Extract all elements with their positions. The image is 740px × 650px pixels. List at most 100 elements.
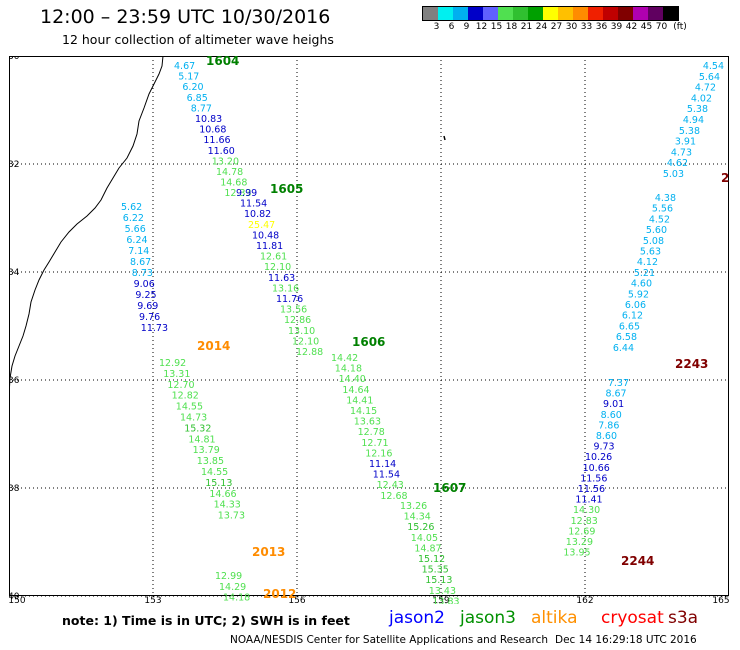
wave-height-value: 8.60 <box>601 410 622 421</box>
wave-height-value: 14.05 <box>411 533 438 544</box>
wave-height-value: 25.47 <box>248 220 275 231</box>
wave-height-value: 8.73 <box>132 268 153 279</box>
wave-height-value: 13.79 <box>193 445 220 456</box>
color-scale-label: 3 <box>433 22 440 32</box>
wave-height-value: 5.38 <box>687 104 708 115</box>
coastline <box>9 56 164 416</box>
wave-height-value: 6.06 <box>625 300 646 311</box>
pass-time-label: 1606 <box>352 335 385 349</box>
color-swatch <box>468 7 483 20</box>
color-scale-label: (ft) <box>673 22 687 32</box>
wave-height-value: 4.72 <box>695 83 716 94</box>
wave-height-value: 13.63 <box>354 417 381 428</box>
pass-time-label: 2243 <box>675 357 708 371</box>
wave-height-value: 9.99 <box>236 188 257 199</box>
color-swatch <box>513 7 528 20</box>
pass-1604: 4.675.176.206.858.7710.8310.6811.6611.60… <box>174 56 252 199</box>
lon-tick-label: 165 <box>712 596 729 604</box>
color-scale-label: 9 <box>463 22 470 32</box>
wave-height-value: 9.73 <box>593 442 614 453</box>
wave-height-value: 14.30 <box>573 505 600 516</box>
wave-height-value: 14.64 <box>342 385 369 396</box>
wave-height-value: 13.73 <box>218 511 245 522</box>
wave-height-value: 3.91 <box>675 137 696 148</box>
lat-tick-label: 40 <box>9 592 20 602</box>
wave-height-value: 10.66 <box>583 463 610 474</box>
lon-tick-label: 162 <box>576 596 593 604</box>
color-swatch <box>558 7 573 20</box>
wave-height-value: 14.87 <box>414 543 441 554</box>
wave-height-value: 11.73 <box>141 323 168 334</box>
wave-height-value: 14.42 <box>331 353 358 364</box>
wave-height-value: 15.35 <box>422 565 449 576</box>
color-scale-label: 24 <box>535 22 548 32</box>
wave-height-value: 7.86 <box>598 420 619 431</box>
wave-height-value: 14.81 <box>188 434 215 445</box>
wave-height-value: 11.81 <box>256 241 283 252</box>
wave-height-value: 14.68 <box>220 178 247 189</box>
wave-height-value: 12.10 <box>292 336 319 347</box>
wave-height-value: 12.61 <box>260 252 287 263</box>
pass-2013: 12.9213.3112.7012.8214.5514.7315.3214.81… <box>159 358 285 559</box>
lon-tick-label: 153 <box>144 596 161 604</box>
wave-height-value: 4.12 <box>637 257 658 268</box>
color-swatch <box>438 7 453 20</box>
lat-tick-label: 30 <box>9 56 20 62</box>
wave-height-value: 12.88 <box>296 347 323 358</box>
wave-height-value: 13.31 <box>163 369 190 380</box>
wave-height-value: 7.37 <box>608 378 629 389</box>
color-scale-label: 27 <box>550 22 563 32</box>
wave-height-value: 12.69 <box>568 526 595 537</box>
wave-height-value: 12.82 <box>172 391 199 402</box>
wave-height-value: 5.63 <box>640 247 661 258</box>
wave-height-value: 11.76 <box>276 294 303 305</box>
color-scale-label: 15 <box>490 22 503 32</box>
wave-height-value: 12.78 <box>358 427 385 438</box>
color-swatch <box>648 7 663 20</box>
wave-height-value: 14.18 <box>223 593 250 604</box>
wave-height-value: 5.38 <box>679 126 700 137</box>
wave-height-value: 5.17 <box>178 72 199 83</box>
wave-height-value: 12.33 <box>224 188 251 199</box>
wave-height-value: 11.54 <box>240 199 267 210</box>
color-swatch <box>543 7 558 20</box>
wave-height-value: 5.03 <box>663 169 684 180</box>
pass-time-label: 2244 <box>621 554 654 568</box>
wave-height-value: 13.29 <box>566 537 593 548</box>
pass-22: 4.545.644.724.025.384.945.383.914.734.62… <box>663 61 729 185</box>
map-grid <box>9 56 729 597</box>
wave-height-value: 13.95 <box>563 548 590 559</box>
wave-height-value: 5.60 <box>646 225 667 236</box>
wave-height-value: 11.63 <box>268 273 295 284</box>
wave-height-value: 5.64 <box>699 72 720 83</box>
wave-height-value: 14.33 <box>214 500 241 511</box>
wave-height-value: 10.68 <box>199 125 226 136</box>
wave-height-value: 8.67 <box>130 257 151 268</box>
wave-height-value: 12.68 <box>380 491 407 502</box>
color-swatch <box>633 7 648 20</box>
wave-height-value: 4.38 <box>655 193 676 204</box>
color-swatch <box>528 7 543 20</box>
pass-2243: 4.385.564.525.605.085.634.125.214.605.92… <box>613 193 709 371</box>
page-title: 12:00 – 23:59 UTC 10/30/2016 <box>40 6 331 28</box>
credit-text: NOAA/NESDIS Center for Satellite Applica… <box>230 634 548 646</box>
wave-height-value: 9.76 <box>139 312 160 323</box>
wave-height-value: 9.25 <box>135 290 156 301</box>
pass-1605: 9.9911.5410.8225.4710.4811.8112.6112.101… <box>236 182 323 358</box>
color-swatch <box>663 7 678 20</box>
wave-height-value: 8.67 <box>605 389 626 400</box>
wave-height-value: 5.56 <box>652 204 673 215</box>
color-scale-labels: 3 6 9 12 15 18 21 24 27 30 33 36 39 42 45 70 (ft) <box>422 22 740 34</box>
timestamp-text: Dec 14 16:29:18 UTC 2016 <box>555 634 697 646</box>
wave-height-value: 14.73 <box>180 413 207 424</box>
wave-height-value: 6.12 <box>622 311 643 322</box>
color-scale-label: 12 <box>475 22 488 32</box>
lat-tick-label: 38 <box>9 484 20 494</box>
wave-height-value: 12.83 <box>571 516 598 527</box>
pass-time-label: 2013 <box>252 545 285 559</box>
wave-height-value: 5.66 <box>125 224 146 235</box>
wave-height-value: 13.26 <box>400 501 427 512</box>
color-scale-label: 18 <box>505 22 518 32</box>
wave-height-value: 5.08 <box>643 236 664 247</box>
pass-time-label: 1607 <box>433 481 466 495</box>
